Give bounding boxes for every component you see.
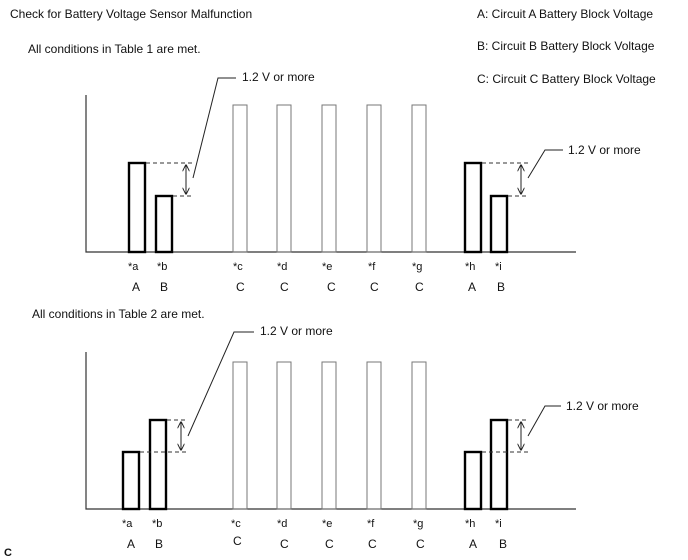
panel-2-ref-h: *h: [465, 518, 475, 530]
panel-1-bar-c: [232, 104, 248, 253]
panel-1-bar-h: [463, 161, 483, 254]
panel-1-bar-g: [411, 104, 427, 253]
panel-1-bar-e: [321, 104, 337, 253]
panel-2-circuit-c2: C: [280, 537, 289, 551]
panel-2-axes: [85, 352, 576, 510]
panel-1-left-callout: 1.2 V or more: [242, 70, 315, 84]
panel-2-right-leader: [527, 405, 561, 437]
panel-2-ref-f: *f: [367, 518, 375, 530]
panel-2-bar-b: [148, 418, 168, 511]
panel-2-chart: 1.2 V or more 1.2 V or more *a *b *c *d …: [85, 324, 639, 551]
panel-1-axes: [85, 95, 576, 253]
panel-2-circuit-a: A: [127, 537, 135, 551]
panel-1-circuit-c3: C: [327, 280, 336, 294]
legend-circuit-b: B: Circuit B Battery Block Voltage: [477, 39, 655, 53]
figure-footer-mark: C: [4, 547, 12, 559]
panel-1-circuit-b: B: [160, 280, 168, 294]
panel-2-circuit-c4: C: [368, 537, 377, 551]
panel-2-circuit-b2: B: [499, 537, 507, 551]
panel-2-circuit-c5: C: [416, 537, 425, 551]
panel-1-chart: 1.2 V or more 1.2 V or more *a *b *c *d …: [85, 70, 641, 294]
panel-2-circuit-a2: A: [469, 537, 477, 551]
panel-1-circuit-a: A: [132, 280, 140, 294]
panel-1-ref-e: *e: [322, 261, 332, 273]
panel-1-bar-i: [489, 194, 509, 254]
legend-circuit-c: C: Circuit C Battery Block Voltage: [477, 72, 656, 86]
panel-1-ref-i: *i: [495, 261, 502, 273]
panel-1-bar-b: [154, 194, 174, 254]
panel-1-bar-a: [127, 161, 147, 254]
panel-2-ref-i: *i: [495, 518, 502, 530]
panel-2-left-callout: 1.2 V or more: [260, 324, 333, 338]
panel-1-ref-b: *b: [157, 261, 167, 273]
panel-1-ref-h: *h: [465, 261, 475, 273]
panel-2-circuit-c1: C: [233, 534, 242, 548]
panel-1-ref-f: *f: [368, 261, 376, 273]
panel-1-ref-a: *a: [128, 261, 139, 273]
panel-2-bar-e: [321, 361, 337, 510]
panel-1-bar-f: [366, 104, 382, 253]
panel-1-circuit-c1: C: [236, 280, 245, 294]
legend-circuit-a: A: Circuit A Battery Block Voltage: [477, 7, 653, 21]
panel-2-ref-a: *a: [122, 518, 133, 530]
panel-1-ref-g: *g: [412, 261, 422, 273]
panel-2-ref-b: *b: [152, 518, 162, 530]
panel-1-condition: All conditions in Table 1 are met.: [28, 42, 201, 56]
panel-2-ref-d: *d: [277, 518, 287, 530]
panel-2-ref-g: *g: [413, 518, 423, 530]
panel-2-condition: All conditions in Table 2 are met.: [32, 307, 205, 321]
panel-2-ref-c: *c: [231, 518, 241, 530]
panel-1-left-leader: [192, 77, 236, 179]
panel-2-ref-e: *e: [322, 518, 332, 530]
panel-2-circuit-b: B: [155, 537, 163, 551]
panel-1-ref-c: *c: [233, 261, 243, 273]
panel-2-bar-g: [411, 361, 427, 510]
panel-1-circuit-b2: B: [497, 280, 505, 294]
panel-2-right-callout: 1.2 V or more: [566, 399, 639, 413]
panel-1-right-leader: [527, 149, 563, 179]
diagram-title: Check for Battery Voltage Sensor Malfunc…: [10, 7, 252, 21]
panel-2-bar-c: [232, 361, 248, 510]
panel-2-bar-i: [489, 418, 509, 511]
panel-1-circuit-a2: A: [468, 280, 476, 294]
panel-2-left-leader: [187, 331, 254, 437]
panel-2-bar-h: [463, 450, 483, 511]
panel-1-ref-d: *d: [277, 261, 287, 273]
panel-2-bar-f: [366, 361, 382, 510]
panel-1-bar-d: [276, 104, 292, 253]
panel-1-circuit-c2: C: [280, 280, 289, 294]
panel-1-right-callout: 1.2 V or more: [568, 143, 641, 157]
panel-2-circuit-c3: C: [325, 537, 334, 551]
panel-2-bar-d: [276, 361, 292, 510]
panel-2-bar-a: [121, 450, 141, 511]
panel-1-circuit-c4: C: [370, 280, 379, 294]
panel-1-circuit-c5: C: [415, 280, 424, 294]
